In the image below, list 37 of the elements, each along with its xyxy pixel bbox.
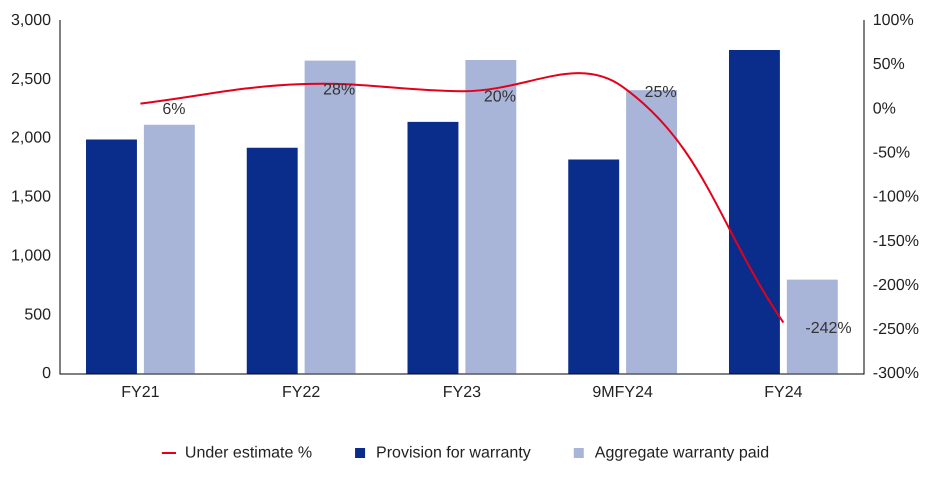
bar [86,140,137,374]
data-label: -242% [805,320,852,337]
y-tick-label: 1,500 [10,188,52,206]
y2-tick-label: 100% [872,12,914,30]
x-tick-label: FY23 [442,384,482,401]
y2-tick-label: -300% [872,365,919,382]
x-tick-label: FY21 [121,384,160,401]
bar [465,60,516,374]
x-tick-label: FY24 [764,384,803,401]
legend-label: Under estimate % [184,444,312,462]
y2-tick-label: -100% [872,188,919,206]
data-label: 6% [162,101,186,118]
legend-label: Aggregate warranty paid [594,444,770,462]
y-tick-label: 500 [24,306,52,324]
y2-tick-label: -150% [872,232,919,250]
y2-tick-label: -250% [872,321,919,338]
y-tick-label: 2,500 [10,70,52,88]
x-tick-label: 9MFY24 [592,384,653,401]
x-tick-label: FY22 [282,384,320,401]
y-tick-label: 3,000 [10,12,52,30]
y2-tick-label: -200% [872,276,919,294]
bar [568,160,620,374]
bar [408,122,458,374]
bar [728,50,780,374]
bar [246,148,298,374]
y-tick-label: 1,000 [10,247,52,264]
y2-tick-label: -50% [872,144,910,162]
data-label: 25% [644,84,677,102]
bar [144,124,195,374]
data-label: 28% [323,82,356,99]
bar [304,60,356,374]
y2-tick-label: 0% [872,100,896,118]
legend-label: Provision for warranty [376,444,531,462]
data-label: 20% [484,88,516,106]
y2-tick-label: 50% [872,56,905,74]
y-tick-label: 2,000 [10,130,52,147]
y-tick-label: 0 [42,365,52,382]
